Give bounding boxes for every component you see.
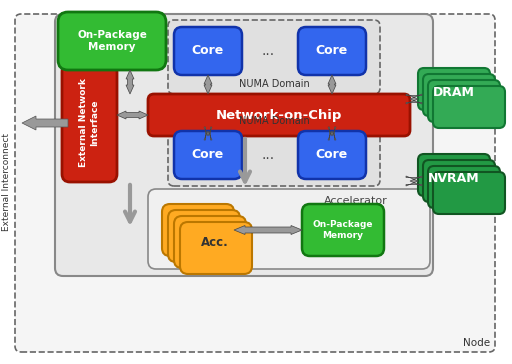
Polygon shape	[406, 94, 422, 104]
FancyBboxPatch shape	[428, 166, 500, 208]
FancyBboxPatch shape	[302, 204, 384, 256]
Text: Core: Core	[316, 44, 348, 58]
Polygon shape	[126, 70, 134, 94]
FancyBboxPatch shape	[168, 112, 380, 186]
Text: On-Package
Memory: On-Package Memory	[313, 220, 373, 240]
FancyBboxPatch shape	[433, 86, 505, 128]
Text: DRAM: DRAM	[433, 86, 475, 99]
FancyBboxPatch shape	[433, 172, 505, 214]
Text: Network-on-Chip: Network-on-Chip	[216, 108, 342, 122]
FancyBboxPatch shape	[15, 14, 495, 352]
Text: Core: Core	[192, 44, 224, 58]
Polygon shape	[328, 75, 336, 94]
Text: External Interconnect: External Interconnect	[3, 133, 11, 231]
FancyBboxPatch shape	[174, 27, 242, 75]
FancyBboxPatch shape	[62, 64, 117, 182]
FancyBboxPatch shape	[55, 14, 433, 276]
Polygon shape	[117, 111, 148, 119]
FancyBboxPatch shape	[174, 216, 246, 268]
Text: Node: Node	[463, 338, 490, 348]
FancyBboxPatch shape	[298, 131, 366, 179]
FancyBboxPatch shape	[168, 20, 380, 94]
FancyBboxPatch shape	[162, 204, 234, 256]
FancyBboxPatch shape	[423, 160, 495, 202]
FancyBboxPatch shape	[58, 12, 166, 70]
Text: Acc.: Acc.	[201, 236, 229, 249]
Text: NUMA Domain: NUMA Domain	[239, 116, 309, 126]
Polygon shape	[204, 75, 212, 94]
FancyBboxPatch shape	[418, 154, 490, 196]
FancyBboxPatch shape	[180, 222, 252, 274]
Text: Accelerator: Accelerator	[324, 196, 388, 206]
FancyBboxPatch shape	[148, 94, 410, 136]
Text: NUMA Domain: NUMA Domain	[239, 79, 309, 89]
Text: Core: Core	[316, 149, 348, 162]
FancyBboxPatch shape	[418, 68, 490, 110]
Text: ...: ...	[262, 148, 274, 162]
Polygon shape	[234, 226, 302, 234]
FancyBboxPatch shape	[174, 131, 242, 179]
FancyBboxPatch shape	[428, 80, 500, 122]
Text: External Network
Interface: External Network Interface	[79, 79, 99, 167]
Text: NVRAM: NVRAM	[428, 173, 480, 186]
FancyBboxPatch shape	[298, 27, 366, 75]
Text: On-Package
Memory: On-Package Memory	[77, 30, 147, 52]
FancyBboxPatch shape	[148, 189, 430, 269]
FancyBboxPatch shape	[423, 74, 495, 116]
Polygon shape	[406, 176, 422, 186]
FancyBboxPatch shape	[168, 210, 240, 262]
Polygon shape	[204, 127, 212, 140]
Text: Core: Core	[192, 149, 224, 162]
Text: ...: ...	[262, 44, 274, 58]
Polygon shape	[22, 116, 68, 130]
Polygon shape	[328, 127, 336, 140]
